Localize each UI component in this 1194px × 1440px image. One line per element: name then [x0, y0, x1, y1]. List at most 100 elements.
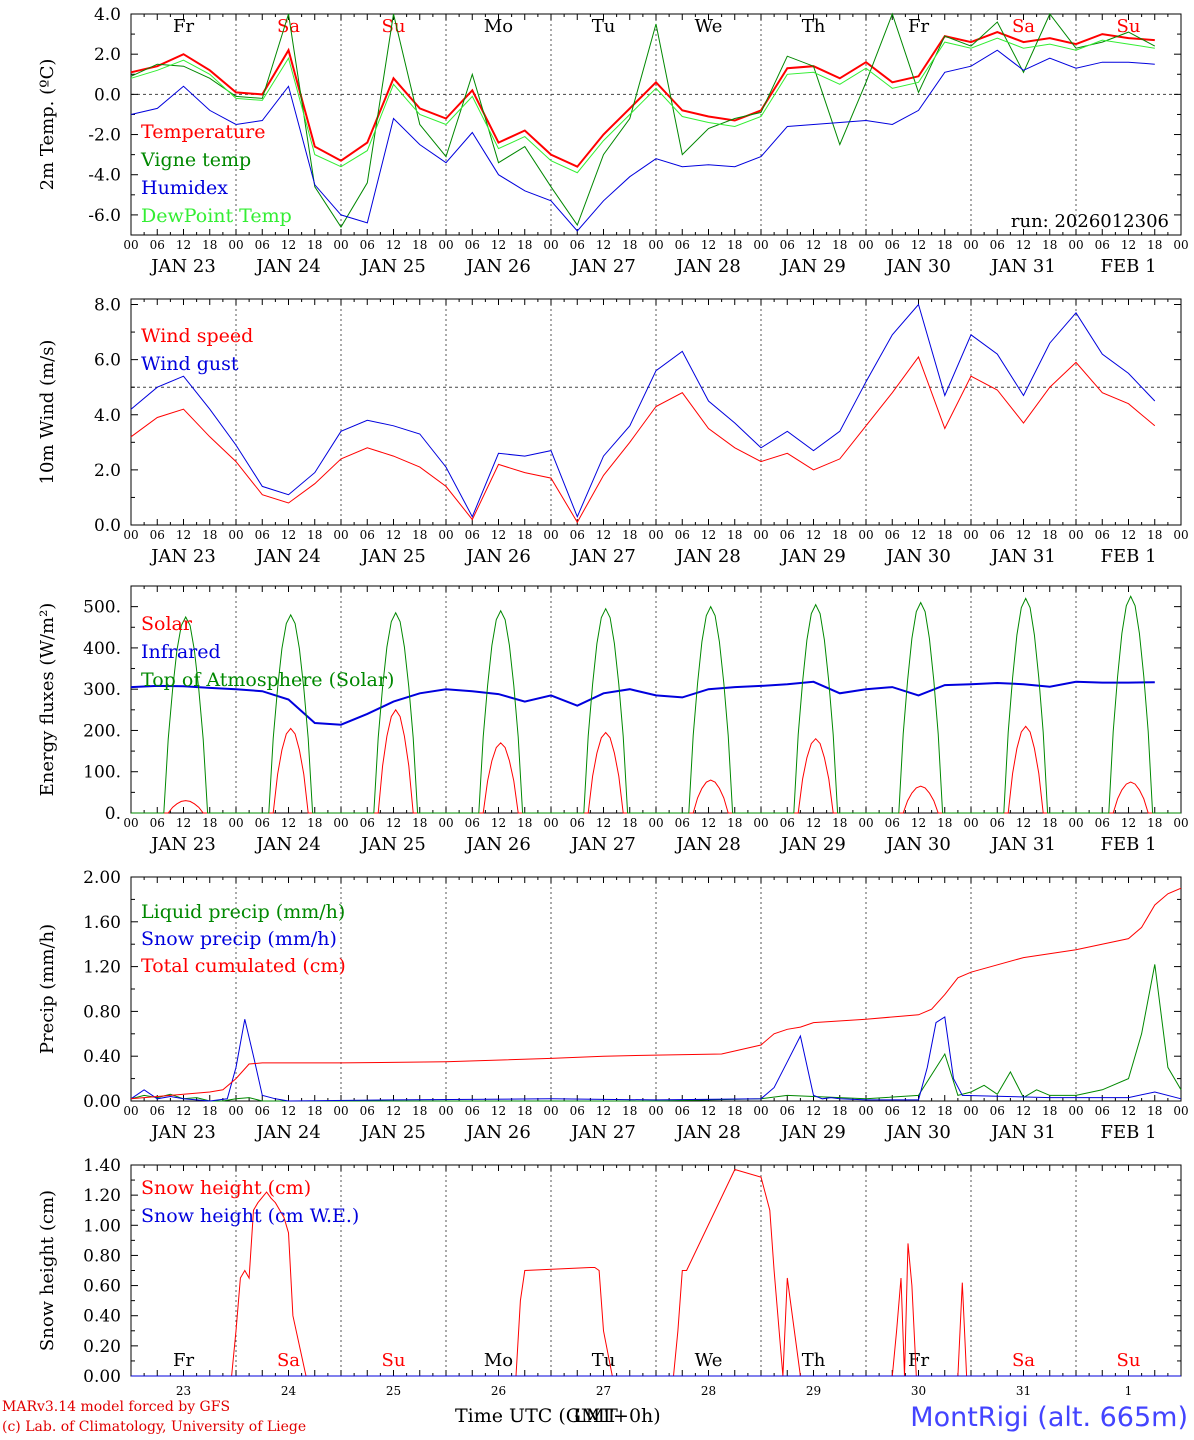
- hour-tick-label: 12: [1016, 238, 1031, 252]
- day-number-label: 31: [1016, 1384, 1031, 1398]
- hour-tick-label: 00: [963, 1104, 978, 1118]
- y-tick-label: -4.0: [88, 166, 121, 186]
- hour-tick-label: 06: [780, 528, 795, 542]
- hour-tick-label: 12: [281, 816, 296, 830]
- day-number-label: 25: [386, 1384, 401, 1398]
- hour-tick-label: 06: [990, 1104, 1005, 1118]
- hour-tick-label: 18: [727, 1104, 742, 1118]
- hour-tick-label: 00: [438, 1104, 453, 1118]
- y-tick-label: 0.: [105, 804, 121, 824]
- weekday-label: Fr: [908, 16, 929, 37]
- y-tick-label: 500.: [83, 598, 121, 618]
- hour-tick-label: 12: [701, 238, 716, 252]
- y-tick-label: 0.80: [83, 1002, 121, 1022]
- date-label: JAN 26: [464, 546, 531, 567]
- date-label: JAN 30: [884, 256, 951, 277]
- weekday-label: Fr: [908, 1350, 929, 1371]
- hour-tick-label: 00: [333, 238, 348, 252]
- hour-tick-label: 06: [885, 528, 900, 542]
- hour-tick-label: 00: [228, 816, 243, 830]
- date-label: FEB 1: [1100, 256, 1156, 277]
- date-label: JAN 27: [569, 834, 636, 855]
- hour-tick-label: 18: [412, 1104, 427, 1118]
- weekday-label: Su: [382, 1350, 406, 1371]
- series-line: [130, 680, 1155, 726]
- weekday-label: Sa: [277, 16, 300, 37]
- hour-tick-label: 18: [517, 238, 532, 252]
- hour-tick-label: 06: [360, 238, 375, 252]
- legend-entry: Humidex: [141, 177, 228, 199]
- weekday-label: Mo: [484, 1350, 513, 1371]
- hour-tick-label: 06: [255, 1104, 270, 1118]
- hour-tick-label: 00: [753, 1104, 768, 1118]
- hour-tick-label: 06: [780, 1104, 795, 1118]
- hour-tick-label: 12: [1121, 816, 1136, 830]
- x-axis-overlay-label: LMT: [573, 1405, 618, 1427]
- hour-tick-label: 00: [1173, 528, 1188, 542]
- weekday-label: Fr: [173, 16, 194, 37]
- hour-tick-label: 12: [806, 528, 821, 542]
- y-tick-label: 1.40: [83, 1156, 121, 1176]
- hour-tick-label: 00: [123, 238, 138, 252]
- legend-entry: Temperature: [141, 121, 265, 143]
- hour-tick-label: 06: [255, 238, 270, 252]
- hour-tick-label: 12: [281, 1104, 296, 1118]
- legend-entry: Vigne temp: [140, 149, 251, 171]
- weekday-label: Su: [1117, 16, 1141, 37]
- hour-tick-label: 12: [281, 238, 296, 252]
- y-tick-label: 0.0: [94, 85, 121, 105]
- series-line: [131, 595, 1181, 814]
- hour-tick-label: 12: [176, 238, 191, 252]
- hour-tick-label: 06: [990, 238, 1005, 252]
- hour-tick-label: 06: [675, 528, 690, 542]
- hour-tick-label: 12: [701, 816, 716, 830]
- station-name: MontRigi (alt. 665m): [910, 1402, 1188, 1433]
- day-number-label: 27: [596, 1384, 611, 1398]
- hour-tick-label: 06: [570, 238, 585, 252]
- date-label: JAN 26: [464, 256, 531, 277]
- hour-tick-label: 00: [123, 528, 138, 542]
- day-number-label: 30: [911, 1384, 926, 1398]
- day-number-label: 23: [176, 1384, 191, 1398]
- y-tick-label: 1.00: [83, 1216, 121, 1236]
- hour-tick-label: 18: [307, 1104, 322, 1118]
- hour-tick-label: 12: [1016, 528, 1031, 542]
- hour-tick-label: 06: [990, 816, 1005, 830]
- date-label: JAN 31: [989, 546, 1056, 567]
- hour-tick-label: 06: [570, 1104, 585, 1118]
- day-number-label: 26: [491, 1384, 506, 1398]
- hour-tick-label: 06: [465, 816, 480, 830]
- hour-tick-label: 06: [465, 1104, 480, 1118]
- date-label: JAN 27: [569, 256, 636, 277]
- hour-tick-label: 06: [360, 528, 375, 542]
- y-tick-label: -6.0: [88, 206, 121, 226]
- hour-tick-label: 18: [1042, 816, 1057, 830]
- hour-tick-label: 06: [150, 238, 165, 252]
- hour-tick-label: 18: [832, 528, 847, 542]
- plot-frame: [130, 298, 1182, 526]
- series-line: [130, 31, 1155, 168]
- hour-tick-label: 00: [1068, 528, 1083, 542]
- hour-tick-label: 06: [570, 816, 585, 830]
- date-label: JAN 24: [254, 834, 321, 855]
- hour-tick-label: 12: [701, 528, 716, 542]
- hour-tick-label: 12: [491, 238, 506, 252]
- date-label: JAN 23: [149, 1122, 216, 1143]
- y-tick-label: 0.0: [94, 516, 121, 536]
- hour-tick-label: 18: [412, 528, 427, 542]
- hour-tick-label: 00: [228, 238, 243, 252]
- y-tick-label: 200.: [83, 721, 121, 741]
- hour-tick-label: 18: [412, 238, 427, 252]
- y-tick-label: 6.0: [94, 351, 121, 371]
- hour-tick-label: 18: [622, 528, 637, 542]
- hour-tick-label: 00: [228, 1104, 243, 1118]
- hour-tick-label: 12: [596, 528, 611, 542]
- hour-tick-label: 12: [1121, 1104, 1136, 1118]
- legend-entry: Snow height (cm): [141, 1177, 311, 1199]
- hour-tick-label: 00: [963, 238, 978, 252]
- date-label: JAN 25: [359, 546, 426, 567]
- date-label: JAN 26: [464, 1122, 531, 1143]
- series-line: [130, 355, 1156, 524]
- date-label: JAN 31: [989, 834, 1056, 855]
